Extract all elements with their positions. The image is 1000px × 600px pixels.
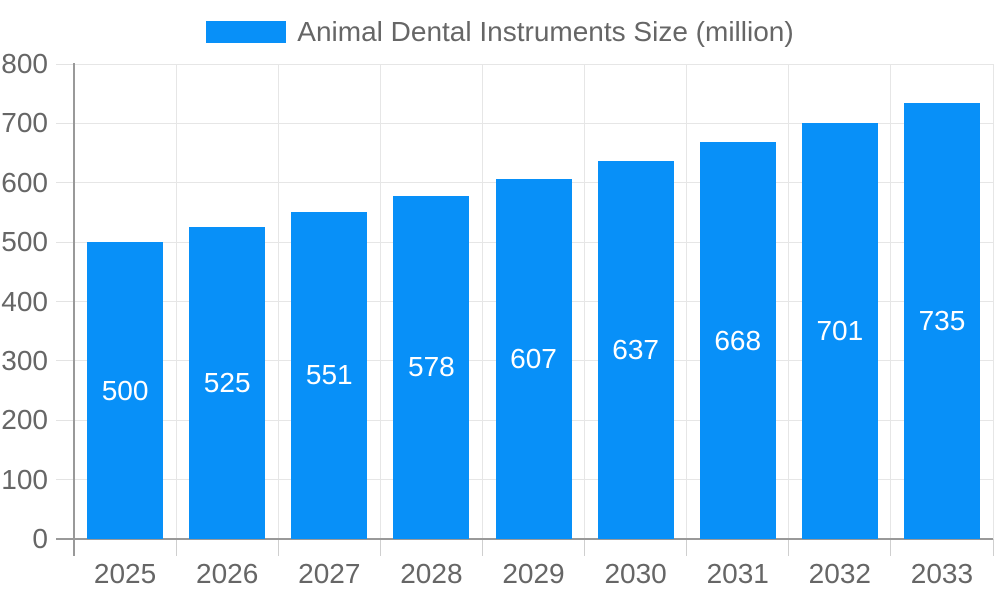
bar: 578 — [393, 195, 470, 539]
x-tick-label: 2027 — [298, 558, 361, 589]
bar: 607 — [495, 178, 572, 539]
x-tick-label: 2028 — [400, 558, 463, 589]
bar-value-label: 607 — [510, 342, 557, 374]
x-tick-label: 2033 — [910, 558, 974, 589]
x-tick — [992, 539, 994, 556]
v-gridline — [584, 64, 586, 539]
bar-value-label: 735 — [918, 304, 966, 336]
v-gridline — [175, 64, 177, 539]
h-gridline — [74, 63, 993, 65]
bar: 500 — [87, 242, 164, 539]
bar-value-label: 551 — [305, 359, 353, 391]
x-tick — [788, 539, 790, 556]
v-gridline — [992, 64, 994, 539]
x-axis-line — [56, 538, 993, 540]
y-tick-label: 600 — [1, 166, 48, 198]
v-gridline — [788, 64, 790, 539]
v-gridline — [379, 64, 381, 539]
bar-value-label: 701 — [816, 314, 864, 346]
y-tick — [56, 241, 74, 243]
bar-value-label: 578 — [408, 351, 455, 383]
x-tick-label: 2029 — [502, 558, 565, 589]
v-gridline — [890, 64, 892, 539]
y-tick-label: 500 — [1, 226, 48, 258]
v-gridline — [686, 64, 688, 539]
y-tick — [56, 122, 74, 124]
y-tick-label: 100 — [1, 463, 48, 495]
y-axis-line — [73, 63, 75, 556]
bar-value-label: 500 — [101, 374, 149, 406]
bar: 637 — [597, 160, 674, 539]
y-tick — [56, 182, 74, 184]
y-tick-label: 400 — [1, 285, 48, 317]
y-tick-label: 800 — [1, 48, 48, 79]
x-tick — [277, 539, 279, 556]
x-tick-label: 2026 — [196, 558, 259, 589]
x-tick-label: 2032 — [808, 558, 871, 589]
y-tick — [56, 479, 74, 481]
bar-value-label: 668 — [714, 324, 762, 356]
bar: 701 — [801, 122, 878, 539]
x-tick-label: 2025 — [93, 558, 157, 589]
v-gridline — [277, 64, 279, 539]
y-tick — [56, 63, 74, 65]
h-gridline — [74, 122, 993, 124]
x-tick — [175, 539, 177, 556]
legend-label[interactable]: Animal Dental Instruments Size (million) — [297, 16, 794, 47]
y-tick-label: 300 — [1, 344, 48, 376]
v-gridline — [481, 64, 483, 539]
legend: Animal Dental Instruments Size (million) — [0, 17, 1000, 47]
x-tick — [481, 539, 483, 556]
y-tick — [56, 301, 74, 302]
y-tick-label: 700 — [1, 107, 48, 139]
bar-value-label: 637 — [612, 333, 659, 365]
y-tick — [56, 419, 74, 421]
x-tick-label: 2031 — [706, 558, 769, 589]
bar-value-label: 525 — [203, 367, 251, 399]
x-tick-label: 2030 — [604, 558, 667, 589]
x-tick — [890, 539, 892, 556]
bar: 551 — [291, 211, 368, 539]
legend-swatch[interactable] — [206, 21, 287, 43]
bar: 525 — [189, 227, 266, 539]
y-tick — [56, 360, 74, 362]
x-tick — [686, 539, 688, 556]
y-tick-label: 0 — [32, 523, 48, 554]
bar: 735 — [903, 102, 980, 539]
x-tick — [379, 539, 381, 556]
x-tick — [584, 539, 586, 556]
bar: 668 — [699, 142, 776, 539]
y-tick-label: 200 — [1, 404, 48, 436]
